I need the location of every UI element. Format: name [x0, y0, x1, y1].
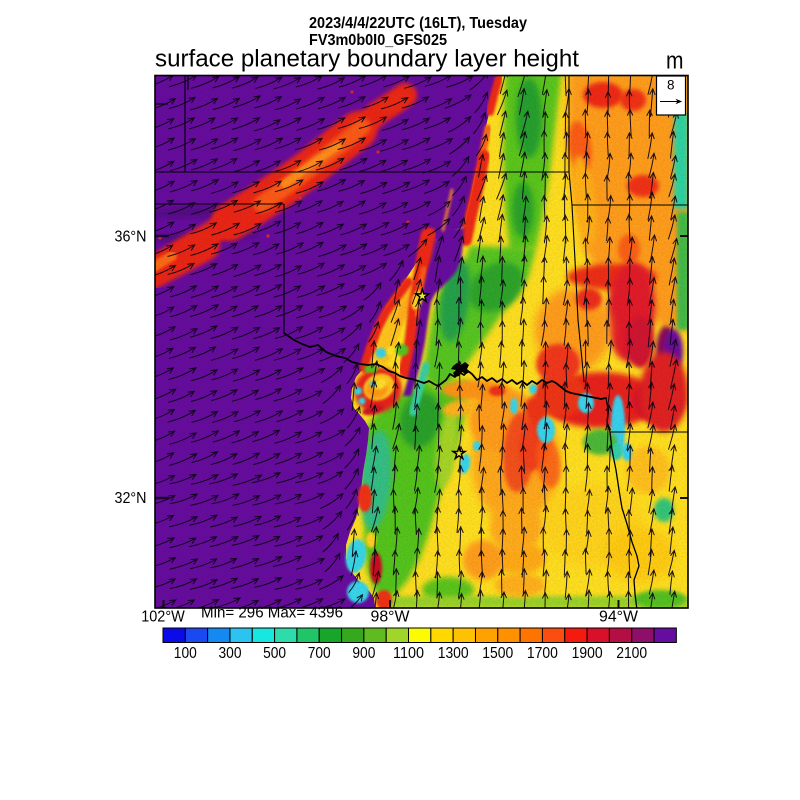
svg-text:98°W: 98°W: [371, 609, 410, 626]
svg-text:94°W: 94°W: [599, 609, 638, 626]
svg-text:2100: 2100: [616, 645, 647, 662]
svg-text:500: 500: [263, 645, 286, 662]
svg-text:1900: 1900: [572, 645, 603, 662]
svg-text:m: m: [666, 48, 684, 75]
svg-text:8: 8: [667, 78, 675, 93]
svg-text:1500: 1500: [482, 645, 513, 662]
svg-text:surface planetary boundary lay: surface planetary boundary layer height: [155, 46, 579, 73]
svg-text:Min= 296 Max= 4396: Min= 296 Max= 4396: [201, 605, 343, 622]
svg-text:32°N: 32°N: [115, 490, 147, 507]
svg-text:36°N: 36°N: [115, 228, 147, 245]
svg-text:2023/4/4/22UTC (16LT), Tuesday: 2023/4/4/22UTC (16LT), Tuesday: [309, 15, 527, 32]
svg-text:700: 700: [308, 645, 331, 662]
svg-text:1300: 1300: [438, 645, 469, 662]
svg-text:100: 100: [174, 645, 197, 662]
svg-text:900: 900: [352, 645, 375, 662]
svg-text:300: 300: [219, 645, 242, 662]
svg-text:1100: 1100: [393, 645, 424, 662]
svg-text:1700: 1700: [527, 645, 558, 662]
svg-text:102°W: 102°W: [141, 609, 185, 626]
svg-text:FV3m0b0I0_GFS025: FV3m0b0I0_GFS025: [309, 32, 447, 49]
